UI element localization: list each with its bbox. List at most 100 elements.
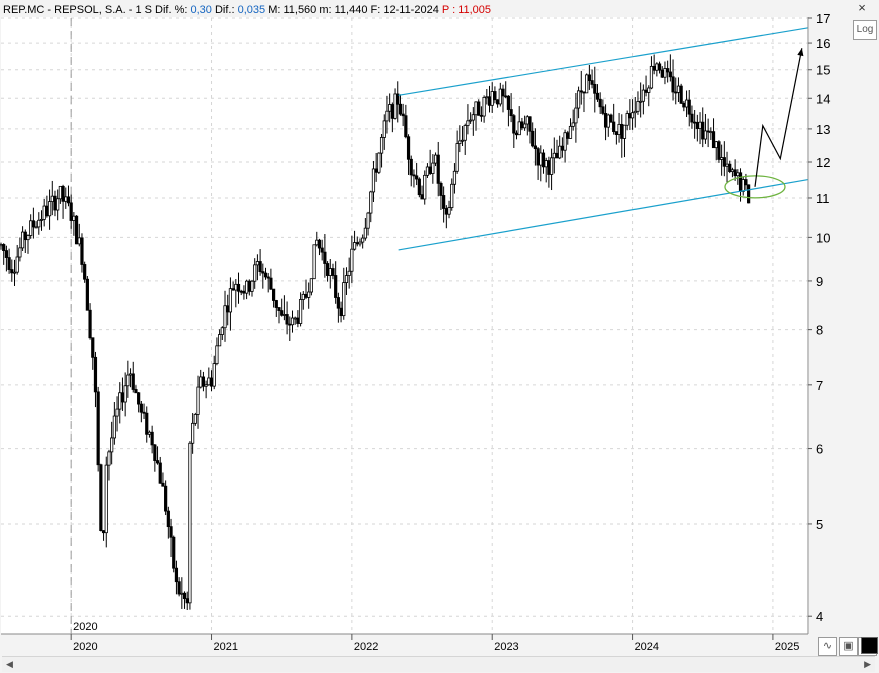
candle-body-31: [83, 264, 87, 280]
horizontal-scrollbar[interactable]: ◀ ▶: [2, 656, 875, 672]
candle-body-250: [674, 91, 678, 94]
candle-body-40: [107, 451, 111, 466]
candle-body-238: [641, 89, 645, 102]
candle-body-183: [493, 91, 497, 101]
y-tick-label-15: 15: [816, 63, 830, 78]
scroll-left-icon[interactable]: ◀: [6, 659, 13, 669]
candle-body-273: [736, 172, 740, 177]
candle-body-231: [622, 124, 627, 139]
candle-body-235: [633, 110, 637, 114]
candle-body-206: [555, 152, 559, 159]
candle-body-257: [693, 121, 697, 124]
candle-body-76: [204, 384, 208, 387]
candle-body-111: [298, 299, 303, 324]
log-scale-button[interactable]: Log: [853, 20, 877, 40]
candle-body-22: [58, 185, 62, 200]
candle-body-272: [733, 169, 737, 177]
candle-body-254: [684, 99, 689, 108]
candle-body-78: [209, 377, 214, 387]
projection-arrowhead: [797, 48, 804, 57]
candle-body-39: [104, 464, 108, 534]
candle-body-263: [709, 131, 713, 134]
candle-body-265: [714, 141, 718, 149]
candle-body-54: [145, 412, 149, 435]
candle-body-220: [593, 83, 597, 94]
candle-body-14: [37, 219, 41, 228]
candle-body-119: [320, 247, 324, 253]
candle-body-5: [12, 271, 17, 274]
candle-body-126: [339, 307, 343, 317]
candle-body-251: [676, 85, 681, 93]
candle-body-195: [525, 116, 529, 125]
candle-body-230: [620, 123, 624, 139]
candle-body-242: [652, 65, 656, 71]
candle-body-164: [442, 195, 446, 209]
scroll-right-icon[interactable]: ▶: [864, 659, 871, 669]
candle-body-47: [126, 374, 130, 387]
max-label: M: 11,560: [268, 4, 317, 16]
candle-body-110: [296, 317, 300, 324]
candle-body-237: [639, 100, 643, 103]
candle-body-72: [193, 414, 197, 424]
candle-body-109: [293, 317, 297, 320]
x-tick-label-2022: 2022: [354, 641, 378, 653]
close-icon[interactable]: ×: [858, 0, 866, 15]
candle-body-129: [347, 270, 351, 276]
y-tick-label-17: 17: [816, 11, 830, 26]
candle-body-70: [188, 442, 192, 604]
candle-body-37: [99, 464, 103, 531]
candle-body-9: [23, 231, 27, 241]
candle-body-200: [539, 152, 543, 166]
y-tick-label-6: 6: [816, 442, 823, 457]
candle-body-48: [128, 373, 133, 376]
candle-body-244: [657, 63, 662, 71]
y-tick-label-16: 16: [816, 36, 830, 51]
price-label: P : 11,005: [441, 4, 492, 16]
candle-body-137: [369, 191, 373, 214]
candle-body-207: [558, 145, 562, 159]
candle-body-146: [393, 93, 397, 119]
candle-body-259: [698, 121, 702, 129]
candle-body-43: [115, 408, 119, 417]
candle-body-143: [385, 110, 389, 122]
candle-body-36: [96, 391, 100, 466]
candle-body-73: [196, 386, 200, 415]
save-icon[interactable]: ▣: [839, 637, 858, 656]
candle-body-108: [290, 317, 295, 326]
candle-body-1: [2, 244, 6, 251]
candle-body-229: [617, 123, 621, 135]
dif-pct-value: 0,30: [190, 4, 212, 16]
y-tick-label-10: 10: [816, 230, 830, 245]
x-axis: 2020 2021 2022 2023 2024 2025: [1, 633, 808, 653]
candle-body-0: [0, 244, 3, 247]
candle-body-83: [223, 305, 227, 329]
color-swatch[interactable]: [861, 637, 878, 654]
candle-body-123: [331, 268, 335, 276]
candle-body-62: [166, 510, 170, 528]
candle-body-90: [242, 290, 246, 294]
annotation-layer: [398, 27, 809, 251]
min-label: m: 11,440: [319, 4, 368, 16]
candle-body-71: [191, 422, 195, 444]
candle-body-152: [409, 158, 413, 176]
candle-body-228: [614, 131, 618, 135]
candle-body-50: [134, 389, 138, 394]
candle-body-168: [452, 170, 457, 185]
candle-body-139: [374, 168, 378, 173]
y-tick-label-9: 9: [816, 274, 823, 289]
line-chart-icon[interactable]: ∿: [818, 637, 837, 656]
candle-body-171: [460, 139, 465, 142]
candle-body-209: [563, 132, 567, 151]
candle-body-262: [706, 130, 710, 133]
candle-body-44: [118, 392, 122, 410]
candle-body-67: [180, 592, 184, 595]
candle-body-120: [323, 251, 327, 264]
candle-body-274: [738, 172, 743, 192]
candle-body-28: [74, 215, 79, 245]
candle-body-60: [161, 482, 165, 487]
candle-body-276: [744, 179, 748, 186]
candle-body-247: [666, 68, 670, 73]
candle-body-245: [660, 69, 664, 78]
